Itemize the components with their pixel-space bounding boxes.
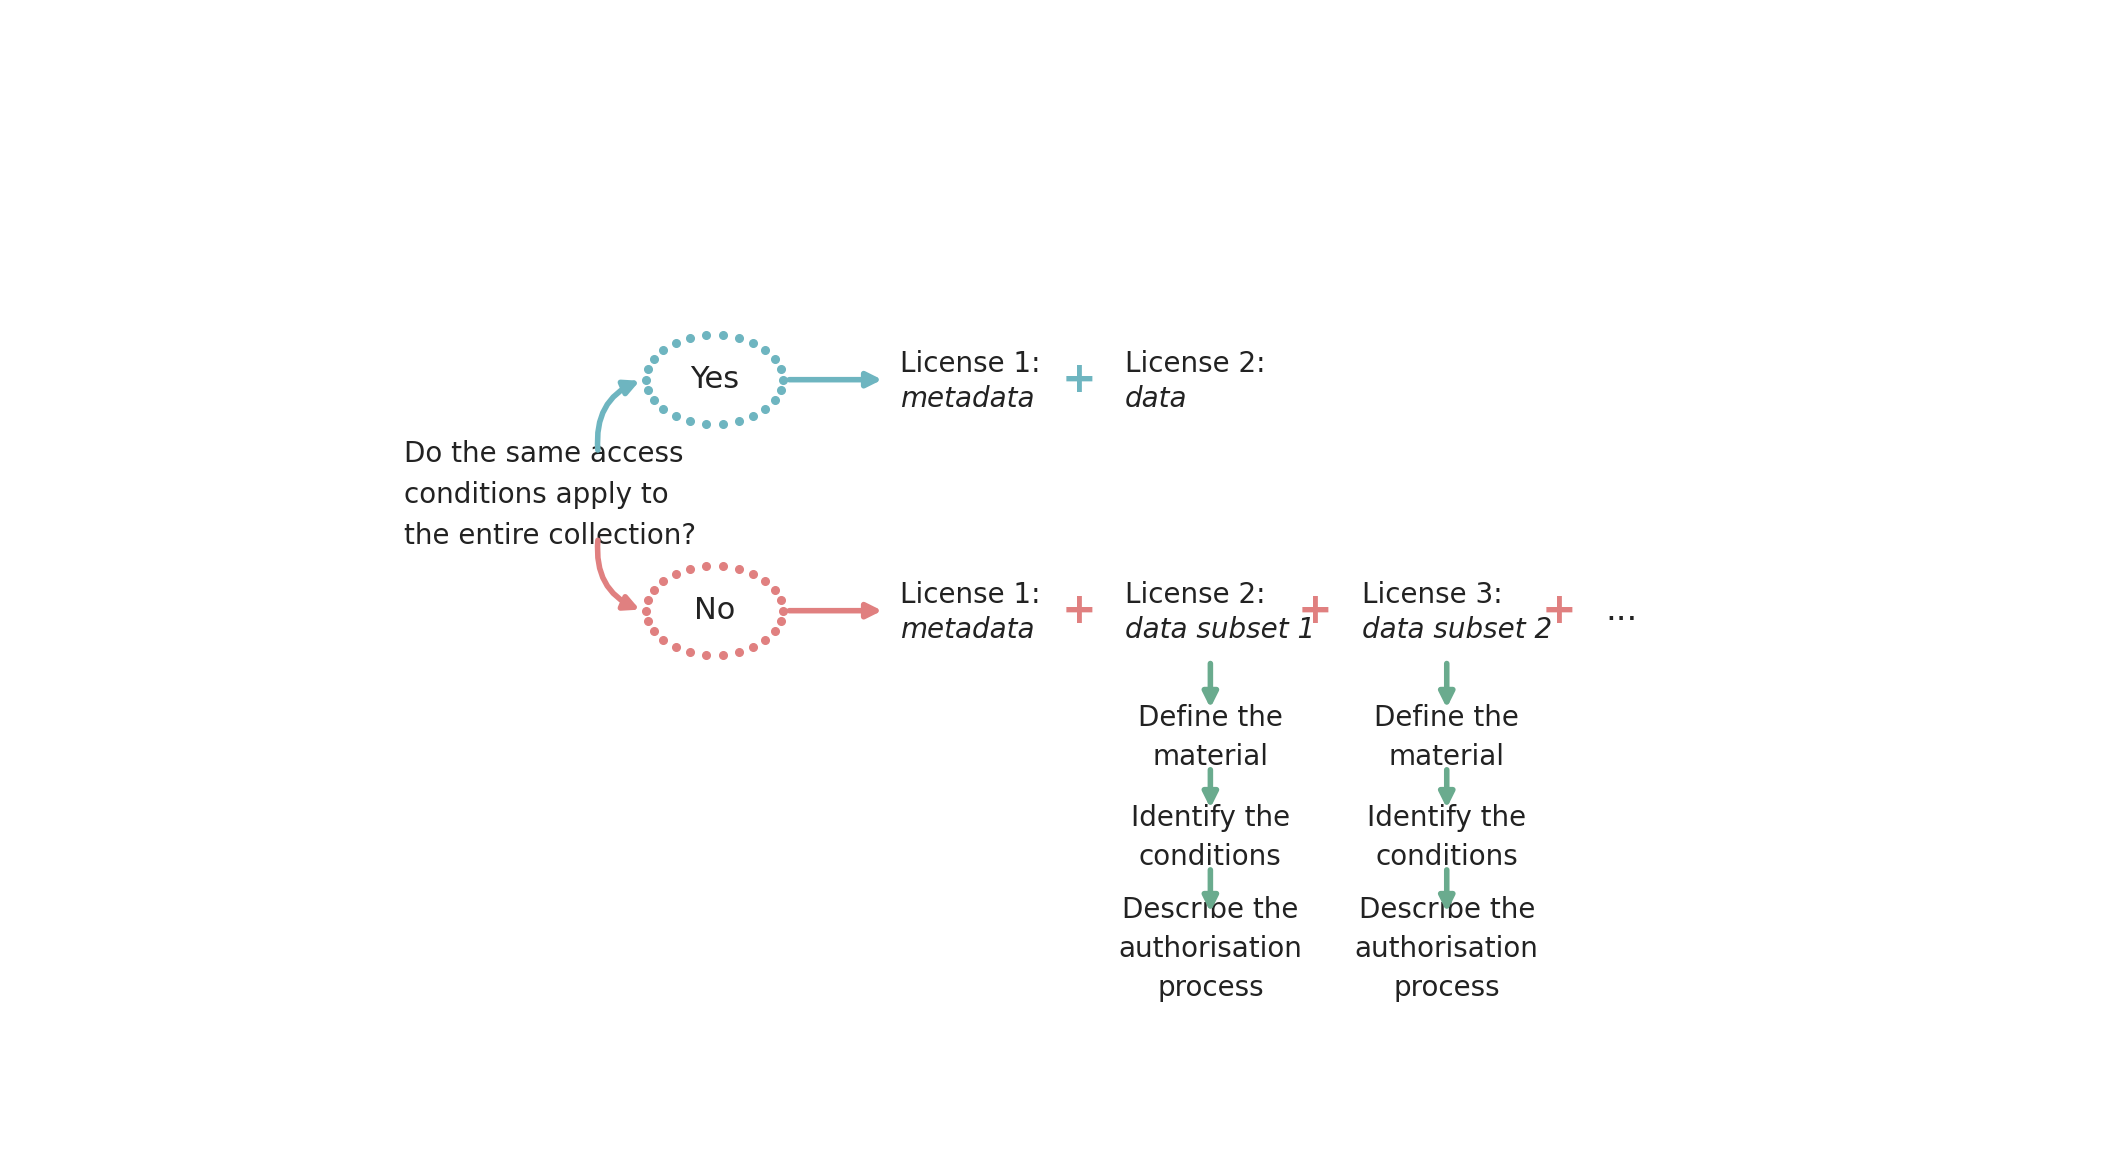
- Text: data: data: [1125, 385, 1187, 413]
- Text: Define the
material: Define the material: [1138, 704, 1282, 772]
- Text: metadata: metadata: [901, 616, 1034, 644]
- Text: License 3:: License 3:: [1363, 581, 1502, 609]
- Text: +: +: [1543, 589, 1577, 632]
- Text: metadata: metadata: [901, 385, 1034, 413]
- Text: Identify the
conditions: Identify the conditions: [1132, 804, 1290, 872]
- Text: +: +: [1062, 589, 1096, 632]
- Text: License 2:: License 2:: [1125, 350, 1265, 379]
- Text: License 1:: License 1:: [901, 350, 1040, 379]
- Text: Define the
material: Define the material: [1375, 704, 1519, 772]
- Text: data subset 1: data subset 1: [1125, 616, 1316, 644]
- Text: License 1:: License 1:: [901, 581, 1040, 609]
- Text: Describe the
authorisation
process: Describe the authorisation process: [1354, 896, 1538, 1003]
- Text: ...: ...: [1606, 594, 1638, 627]
- Text: +: +: [1062, 359, 1096, 401]
- Text: License 2:: License 2:: [1125, 581, 1265, 609]
- Text: Describe the
authorisation
process: Describe the authorisation process: [1119, 896, 1303, 1003]
- Text: +: +: [1297, 589, 1333, 632]
- Text: No: No: [693, 596, 735, 625]
- Text: Identify the
conditions: Identify the conditions: [1367, 804, 1526, 872]
- Text: Yes: Yes: [691, 365, 740, 394]
- Text: Do the same access
conditions apply to
the entire collection?: Do the same access conditions apply to t…: [405, 440, 697, 551]
- Text: data subset 2: data subset 2: [1363, 616, 1551, 644]
